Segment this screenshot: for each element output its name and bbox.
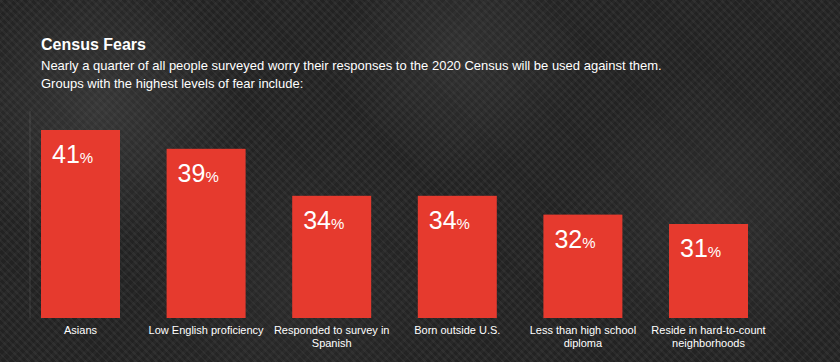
data-label: 41% [52, 140, 93, 168]
bar [669, 224, 748, 318]
chart: 41% 39% 34% 34% 32% 31% [0, 0, 840, 362]
bars [41, 130, 748, 318]
bar [543, 215, 622, 318]
category-label: Less than high school diploma [524, 324, 642, 350]
data-label: 32% [554, 225, 595, 253]
category-label: Low English proficiency [147, 324, 265, 337]
data-label: 34% [303, 206, 344, 234]
category-label: Born outside U.S. [398, 324, 516, 337]
category-label: Asians [22, 324, 140, 337]
bar [418, 196, 497, 318]
data-label: 39% [178, 159, 219, 187]
y-axis-line [30, 111, 31, 318]
subtitle: Nearly a quarter of all people surveyed … [41, 58, 662, 73]
title: Census Fears [41, 36, 146, 54]
data-labels: 41% 39% 34% 34% 32% 31% [52, 140, 721, 262]
bar [292, 196, 371, 318]
annotation: Groups with the highest levels of fear i… [41, 76, 303, 91]
category-label: Reside in hard-to-count neighborhoods [650, 324, 768, 350]
category-label: Responded to survey in Spanish [273, 324, 391, 350]
bar [41, 130, 120, 318]
data-label: 34% [429, 206, 470, 234]
bar [167, 149, 246, 318]
data-label: 31% [680, 234, 721, 262]
